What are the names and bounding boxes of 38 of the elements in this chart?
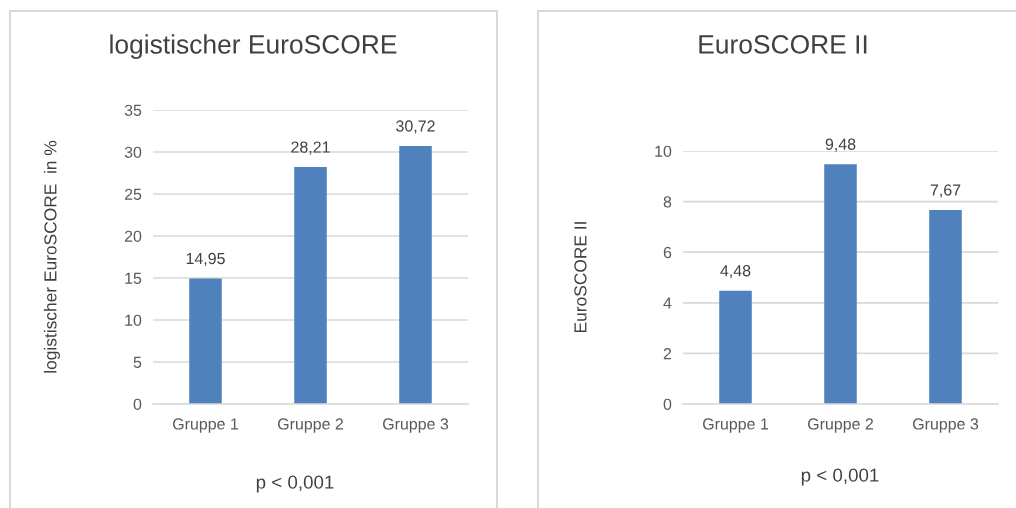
x-tick-label: Gruppe 1 — [703, 418, 769, 433]
data-label: 30,72 — [396, 120, 435, 134]
bar — [399, 145, 432, 404]
bar — [719, 290, 752, 404]
y-tick-label: 0 — [663, 398, 672, 410]
y-tick-label: 0 — [133, 398, 142, 410]
bar — [824, 164, 857, 404]
chart-title: EuroSCORE II — [699, 35, 867, 54]
x-tick-label: Gruppe 2 — [808, 418, 873, 433]
x-axis-title: p < 0,001 — [256, 475, 334, 493]
y-tick-label: 10 — [655, 145, 672, 157]
y-tick-label: 20 — [124, 230, 142, 242]
y-tick-label: 35 — [124, 104, 142, 116]
data-label: 14,95 — [186, 252, 225, 267]
x-tick-label: Gruppe 2 — [278, 418, 343, 433]
chart-title: logistischer EuroSCORE — [110, 34, 397, 59]
y-tick-label: 15 — [125, 272, 142, 284]
y-tick-label: 5 — [133, 356, 142, 368]
x-tick-label: Gruppe 3 — [913, 418, 979, 433]
y-tick-label: 4 — [663, 297, 672, 309]
data-label: 7,67 — [930, 184, 961, 198]
x-tick-label: Gruppe 3 — [383, 418, 449, 433]
data-label: 4,48 — [720, 265, 751, 279]
bar — [294, 167, 327, 404]
x-axis-title: p < 0,001 — [801, 468, 879, 486]
data-label: 28,21 — [291, 141, 330, 155]
y-tick-label: 30 — [124, 146, 142, 158]
y-tick-label: 2 — [663, 348, 672, 360]
y-tick-label: 8 — [663, 196, 672, 208]
y-tick-label: 25 — [124, 188, 142, 200]
y-tick-label: 6 — [663, 246, 672, 259]
x-tick-label: Gruppe 1 — [173, 418, 239, 433]
data-label: 9,48 — [825, 138, 856, 152]
y-axis-title: logistischer EuroSCORE in % — [43, 140, 60, 373]
bar — [929, 209, 962, 404]
y-axis-title: EuroSCORE II — [574, 222, 587, 333]
bar — [189, 278, 222, 404]
y-tick-label: 10 — [125, 314, 142, 326]
